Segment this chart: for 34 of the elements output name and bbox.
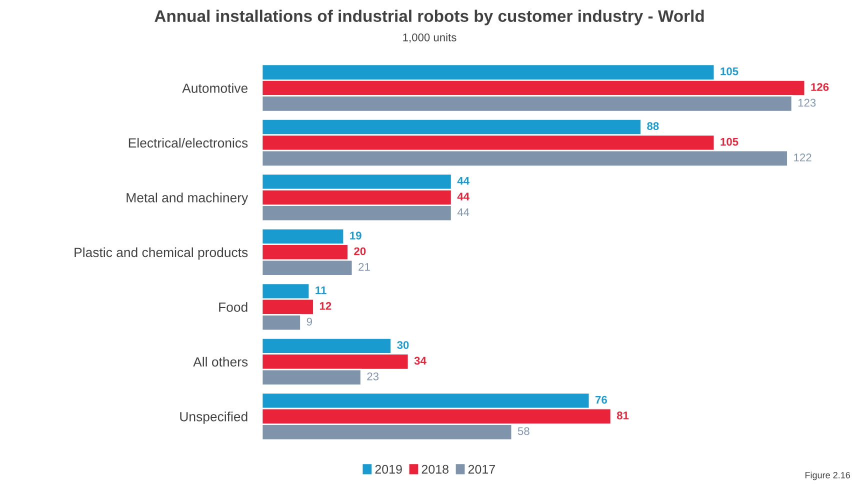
data-label: 9 bbox=[306, 318, 312, 326]
data-label: 34 bbox=[414, 356, 426, 365]
data-label: 126 bbox=[811, 83, 829, 91]
data-label: 105 bbox=[720, 138, 738, 146]
legend-label: 2019 bbox=[375, 464, 402, 474]
y-tick-label: Automotive bbox=[182, 83, 248, 93]
data-label: 81 bbox=[616, 412, 629, 420]
data-label: 88 bbox=[647, 122, 659, 130]
data-label: 44 bbox=[457, 208, 470, 216]
data-label: 12 bbox=[320, 302, 332, 310]
y-tick-label: Food bbox=[219, 302, 248, 312]
legend-label: 2018 bbox=[422, 464, 448, 474]
legend-label: 2017 bbox=[468, 464, 495, 474]
data-label: 76 bbox=[596, 396, 608, 404]
y-tick-label: Plastic and chemical products bbox=[74, 247, 248, 260]
data-label: 44 bbox=[457, 177, 470, 185]
data-label: 23 bbox=[367, 372, 379, 380]
data-label: 123 bbox=[798, 98, 816, 107]
data-label: 30 bbox=[397, 341, 409, 349]
y-tick-label: Unspecified bbox=[180, 412, 248, 424]
y-tick-label: Electrical/electronics bbox=[128, 138, 248, 148]
data-label: 122 bbox=[794, 154, 812, 162]
data-label: 44 bbox=[457, 192, 470, 200]
chart-subtitle: 1,000 units bbox=[403, 33, 456, 43]
data-label: 105 bbox=[720, 67, 738, 76]
data-label: 11 bbox=[316, 286, 326, 294]
y-tick-label: All others bbox=[193, 356, 248, 367]
data-label: 20 bbox=[354, 247, 366, 256]
data-label: 19 bbox=[350, 232, 362, 240]
y-tick-label: Metal and machinery bbox=[126, 192, 248, 205]
data-label: 58 bbox=[518, 427, 530, 436]
data-label: 21 bbox=[358, 263, 370, 271]
caption: Figure 2.16 bbox=[805, 472, 850, 480]
chart-title: Annual installations of industrial robots by customer industry - World bbox=[154, 10, 704, 26]
